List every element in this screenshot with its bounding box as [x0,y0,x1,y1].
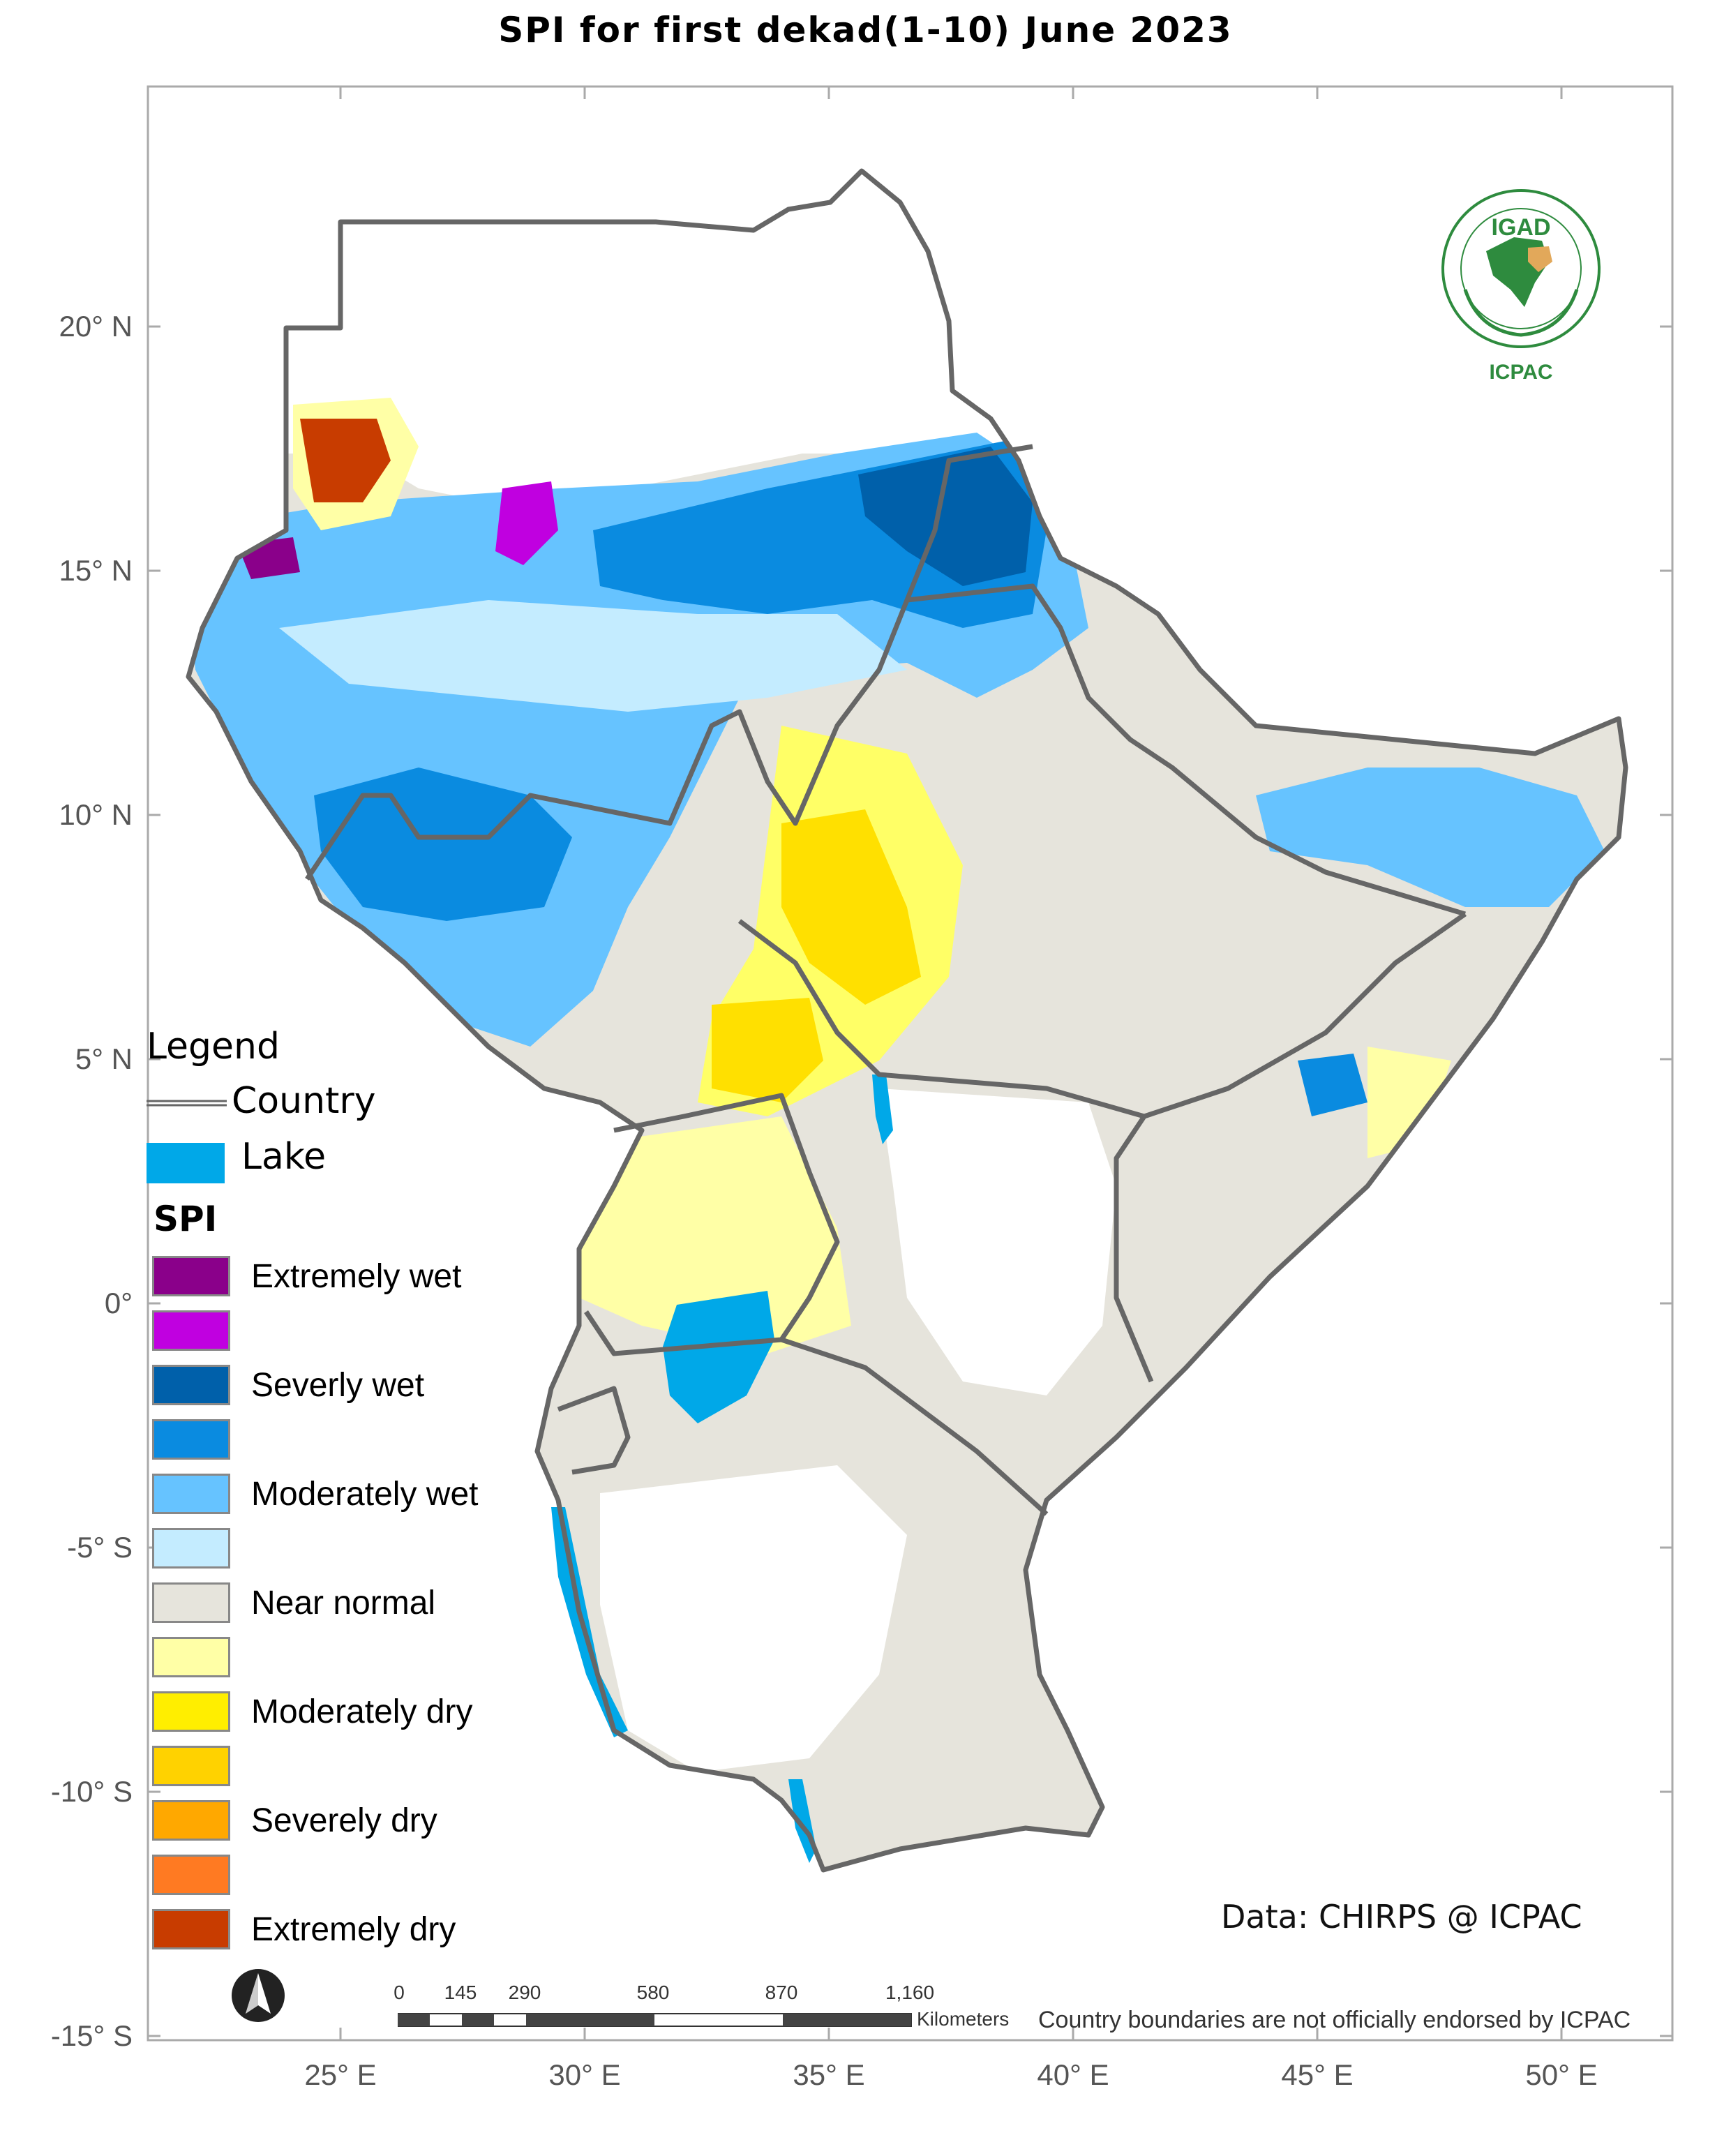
border-somalia-ethiopia [1143,912,1467,1119]
lat-tick-15n: 15° N [59,554,133,587]
scale-bar: 0 145 290 580 870 1,160 Kilometers [391,1982,1019,2037]
lon-tick-25e: 25° E [304,2058,377,2091]
scale-bar-graphic [398,2013,912,2027]
scale-tick-580: 580 [636,1982,670,2003]
lake-malawi [788,1779,816,1863]
lake-swatch [147,1143,225,1183]
lon-tick-40e: 40° E [1037,2058,1109,2091]
border-southsudan-south [737,919,1145,1119]
lon-tick-45e: 45° E [1281,2058,1354,2091]
data-credit: Data: CHIRPS @ ICPAC [1221,1898,1582,1936]
spi-class-swatch [152,1855,230,1895]
map-title: SPI for first dekad(1-10) June 2023 [498,10,1233,50]
tick-marks [148,87,1672,2040]
spi-raster [188,171,1626,1870]
border-sudan-southsudan [305,444,1033,881]
spi-no-data-sahara [335,181,977,502]
lake-turkana [872,1075,893,1144]
lon-tick-30e: 30° E [548,2058,621,2091]
logo-emblem: IGAD ICPAC [1441,189,1601,384]
spi-moderate-dry-2 [712,998,823,1102]
spi-class-swatch [152,1691,230,1732]
spi-nodata-tanzania [600,1465,907,1772]
country-boundaries [186,168,1628,1873]
legend-title: Legend [147,1026,280,1068]
border-kenya-somalia [1114,1115,1154,1383]
legend-lake-label: Lake [241,1136,327,1178]
spi-class-swatch [152,1909,230,1949]
spi-class-swatch [152,1746,230,1786]
spi-class-label: Moderately dry [251,1693,473,1730]
scale-tick-145: 145 [444,1982,477,2003]
scale-unit: Kilometers [917,2008,1010,2030]
border-uganda [584,1093,840,1356]
spi-class-swatch [152,1256,230,1296]
spi-wet-somalia [1298,1054,1367,1116]
spi-legend-title: SPI [153,1199,218,1239]
disclaimer: Country boundaries are not officially en… [1038,2007,1631,2033]
logo-top-text: IGAD [1492,214,1551,241]
spi-class-label: Near normal [251,1585,436,1622]
spi-class-label: Severly wet [251,1367,425,1404]
border-rwanda-burundi [557,1386,631,1475]
spi-class-swatch [152,1582,230,1623]
igad-icpac-logo: IGAD ICPAC [1437,185,1605,387]
lat-tick-15s: -15° S [50,2019,133,2052]
north-arrow-icon [232,1969,285,2022]
lon-tick-50e: 50° E [1525,2058,1598,2091]
scale-tick-870: 870 [765,1982,798,2003]
spi-nodata-kenya [879,1088,1116,1395]
spi-class-label: Extremely wet [251,1258,462,1295]
spi-class-swatch [152,1637,230,1677]
lat-tick-5s: -5° S [67,1531,133,1564]
lat-tick-5n: 5° N [75,1042,133,1075]
scale-tick-0: 0 [394,1982,405,2003]
spi-wet-horn [1256,768,1605,907]
map-frame [147,85,1674,2042]
lake-victoria [663,1291,774,1423]
spi-class-label: Severely dry [251,1802,437,1839]
logo-bottom-text: ICPAC [1489,361,1552,384]
lat-tick-0: 0° [104,1287,133,1319]
legend-country-label: Country [232,1080,376,1122]
spi-class-label: Moderately wet [251,1476,479,1513]
spi-class-swatch [152,1800,230,1841]
spi-dry-uganda-drc [572,1116,851,1354]
spi-light-wet-band [279,600,907,712]
country-line-swatch [147,1100,227,1107]
spi-class-swatch [152,1310,230,1351]
scale-tick-290: 290 [508,1982,541,2003]
spi-dry-somalia-coast [1367,1047,1451,1158]
spi-extreme-wet-1 [495,481,558,565]
spi-class-swatch [152,1419,230,1460]
border-ethiopia-west [906,583,1467,917]
spi-class-swatch [152,1474,230,1514]
lat-tick-20n: 20° N [59,310,133,343]
scale-tick-1160: 1,160 [885,1982,935,2003]
lat-tick-10n: 10° N [59,798,133,831]
spi-class-label: Extremely dry [251,1911,456,1948]
spi-severe-wet-west [314,768,572,921]
spi-moderate-dry-core [781,809,921,1005]
border-kenya-tanzania [780,1337,1049,1516]
spi-class-swatch [152,1528,230,1569]
spi-extreme-dry-north [300,419,391,502]
spi-severe-wet-core [858,447,1033,586]
lon-tick-35e: 35° E [793,2058,865,2091]
outline-region [186,168,1628,1873]
lat-tick-10s: -10° S [50,1775,133,1808]
spi-class-swatch [152,1365,230,1405]
